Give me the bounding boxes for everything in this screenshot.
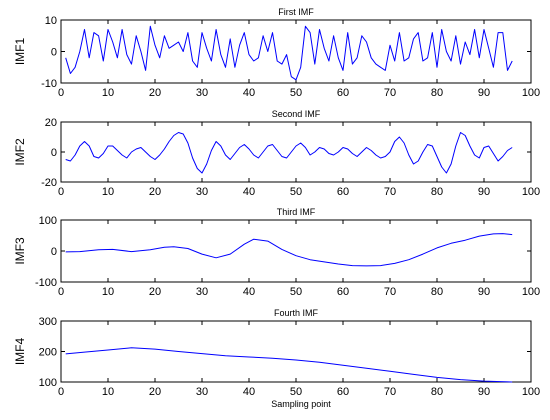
y-axis-label: IMF3	[13, 237, 27, 265]
plot-frame	[60, 219, 532, 283]
x-tick-label: 50	[290, 87, 302, 99]
x-tick-label: 20	[149, 386, 161, 398]
x-tick-label: 30	[196, 186, 208, 198]
x-tick-label: 100	[522, 386, 540, 398]
y-axis-label: IMF2	[13, 138, 27, 166]
y-tick-label: 0	[51, 246, 57, 258]
x-tick-label: 90	[478, 87, 490, 99]
x-tick-label: 90	[478, 186, 490, 198]
x-tick-label: 40	[243, 286, 255, 298]
plot-frame	[60, 19, 532, 84]
x-tick-label: 50	[290, 386, 302, 398]
x-tick-label: 40	[243, 186, 255, 198]
y-tick-label: -10	[41, 78, 57, 90]
x-tick-label: 100	[522, 286, 540, 298]
x-tick-label: 80	[431, 286, 443, 298]
x-tick-label: 50	[290, 186, 302, 198]
imf-panel-4: Fourth IMF 0 10 20 30 40 50 60 70 80 90 100 100 200 30…	[13, 308, 540, 409]
panel-title: Third IMF	[277, 207, 316, 217]
x-tick-label: 40	[243, 87, 255, 99]
x-tick-label: 70	[384, 386, 396, 398]
x-tick-label: 80	[431, 87, 443, 99]
panel-title: Second IMF	[272, 109, 321, 119]
series-line	[65, 132, 513, 174]
x-tick-label: 20	[149, 286, 161, 298]
x-tick-label: 10	[102, 286, 114, 298]
panel-title: First IMF	[278, 7, 314, 17]
y-axis-label: IMF4	[13, 338, 27, 366]
x-tick-label: 60	[337, 386, 349, 398]
y-tick-label: 300	[39, 316, 57, 328]
series-line	[65, 233, 513, 267]
x-tick-label: 60	[337, 87, 349, 99]
x-axis-label: Sampling point	[271, 399, 331, 409]
y-tick-label: 10	[45, 15, 57, 27]
x-tick-label: 20	[149, 186, 161, 198]
x-tick-label: 10	[102, 386, 114, 398]
x-tick-label: 90	[478, 386, 490, 398]
x-tick-label: 30	[196, 87, 208, 99]
x-tick-label: 0	[58, 87, 64, 99]
series-line	[65, 25, 513, 81]
y-tick-label: -20	[41, 177, 57, 189]
x-tick-label: 50	[290, 286, 302, 298]
x-tick-label: 0	[58, 186, 64, 198]
y-tick-label: -100	[35, 277, 57, 289]
x-tick-label: 80	[431, 186, 443, 198]
x-tick-label: 60	[337, 286, 349, 298]
x-tick-label: 90	[478, 286, 490, 298]
x-tick-label: 80	[431, 386, 443, 398]
plot-frame	[60, 121, 532, 183]
x-tick-label: 30	[196, 386, 208, 398]
panel-title: Fourth IMF	[274, 308, 319, 318]
y-tick-label: 20	[45, 117, 57, 129]
x-tick-label: 10	[102, 87, 114, 99]
y-axis-label: IMF1	[13, 38, 27, 66]
y-tick-label: 0	[51, 147, 57, 159]
y-tick-label: 0	[51, 47, 57, 59]
x-tick-label: 0	[58, 386, 64, 398]
x-tick-label: 30	[196, 286, 208, 298]
x-tick-label: 20	[149, 87, 161, 99]
x-tick-label: 100	[522, 87, 540, 99]
y-tick-label: 200	[39, 347, 57, 359]
y-tick-label: 100	[39, 377, 57, 389]
y-tick-label: 100	[39, 215, 57, 227]
series-line	[65, 347, 513, 383]
plot-frame	[60, 320, 532, 383]
x-tick-label: 100	[522, 186, 540, 198]
x-tick-label: 40	[243, 386, 255, 398]
x-tick-label: 70	[384, 186, 396, 198]
x-tick-label: 0	[58, 286, 64, 298]
x-tick-label: 70	[384, 286, 396, 298]
x-tick-label: 60	[337, 186, 349, 198]
x-tick-label: 70	[384, 87, 396, 99]
x-tick-label: 10	[102, 186, 114, 198]
